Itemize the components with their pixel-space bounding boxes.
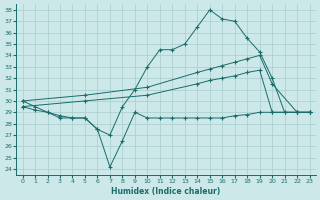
X-axis label: Humidex (Indice chaleur): Humidex (Indice chaleur) <box>111 187 221 196</box>
